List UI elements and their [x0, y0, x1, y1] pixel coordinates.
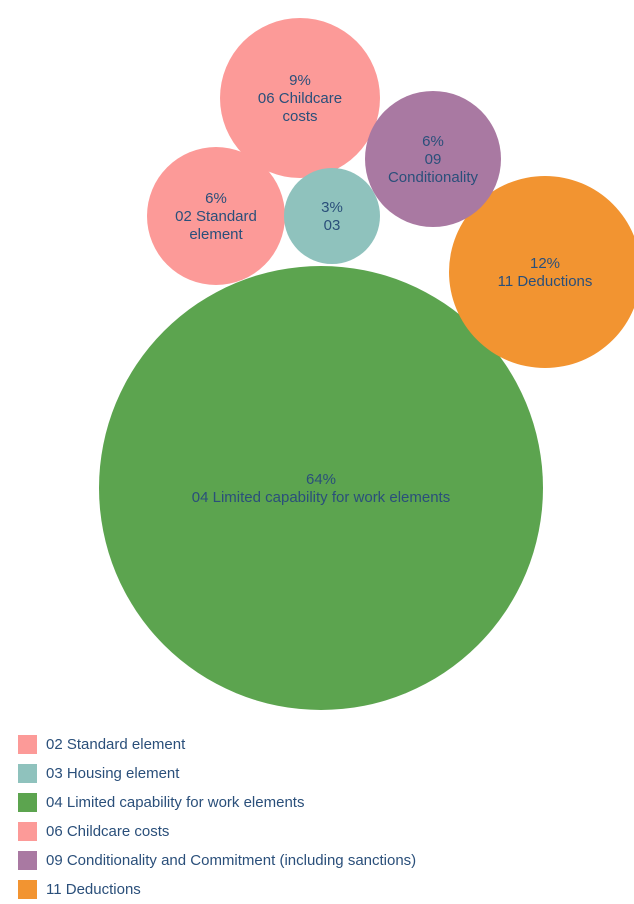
bubble-percent-label: 6%	[205, 190, 227, 207]
bubble-category-label: 02 Standard	[175, 208, 257, 225]
bubble-percent-label: 9%	[289, 72, 311, 89]
bubble-chart: 64%04 Limited capability for work elemen…	[99, 18, 634, 710]
bubble-category-label: 04 Limited capability for work elements	[192, 489, 450, 506]
bubble-percent-label: 6%	[422, 133, 444, 150]
bubble-deductions[interactable]	[449, 176, 634, 368]
bubble-percent-label: 12%	[530, 255, 560, 272]
bubble-category-label: 06 Childcare	[258, 90, 342, 107]
bubble-conditionality[interactable]	[365, 91, 501, 227]
bubble-housing-element[interactable]	[284, 168, 380, 264]
bubble-standard-element[interactable]	[147, 147, 285, 285]
bubble-childcare-costs[interactable]	[220, 18, 380, 178]
legend-label: 11 Deductions	[46, 881, 141, 898]
legend-item-limited-capability[interactable]: 04 Limited capability for work elements	[18, 788, 416, 817]
legend-swatch	[18, 880, 37, 899]
bubble-category-label: costs	[282, 108, 317, 125]
legend-label: 02 Standard element	[46, 736, 186, 753]
legend-label: 04 Limited capability for work elements	[46, 794, 305, 811]
legend-label: 03 Housing element	[46, 765, 180, 782]
legend-label: 06 Childcare costs	[46, 823, 170, 840]
legend-swatch	[18, 822, 37, 841]
legend: 02 Standard element 03 Housing element 0…	[18, 730, 416, 904]
legend-item-standard-element[interactable]: 02 Standard element	[18, 730, 416, 759]
legend-item-housing-element[interactable]: 03 Housing element	[18, 759, 416, 788]
bubble-percent-label: 3%	[321, 199, 343, 216]
bubble-category-label: 03	[324, 217, 341, 234]
legend-item-conditionality[interactable]: 09 Conditionality and Commitment (includ…	[18, 846, 416, 875]
legend-swatch	[18, 735, 37, 754]
legend-swatch	[18, 793, 37, 812]
bubble-percent-label: 64%	[306, 471, 336, 488]
bubble-category-label: 09	[425, 151, 442, 168]
bubble-limited-capability[interactable]	[99, 266, 543, 710]
bubble-category-label: 11 Deductions	[498, 273, 593, 290]
legend-item-childcare-costs[interactable]: 06 Childcare costs	[18, 817, 416, 846]
legend-label: 09 Conditionality and Commitment (includ…	[46, 852, 417, 869]
bubble-category-label: Conditionality	[388, 169, 479, 186]
legend-swatch	[18, 764, 37, 783]
bubble-category-label: element	[189, 226, 243, 243]
legend-swatch	[18, 851, 37, 870]
legend-item-deductions[interactable]: 11 Deductions	[18, 875, 416, 904]
